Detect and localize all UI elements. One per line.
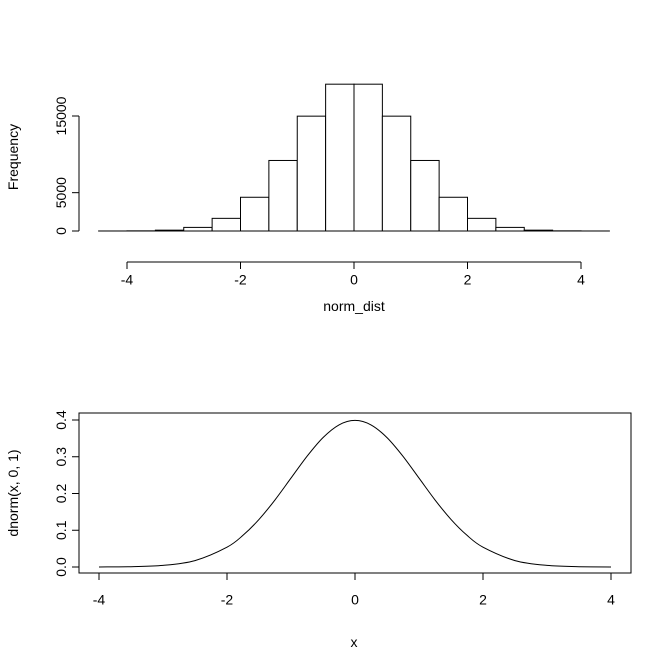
density-y-axis-label: dnorm(x, 0, 1) [5, 449, 21, 536]
histogram-x-tick-label: -2 [234, 271, 247, 287]
density-x-ticks: -4 -2 0 2 4 [93, 573, 615, 607]
histogram-bar [268, 159, 298, 232]
histogram-bar [495, 226, 525, 232]
histogram-bar [325, 83, 355, 232]
density-plot-box [78, 412, 632, 574]
histogram-x-tick-label: -4 [121, 271, 134, 287]
histogram-bar [353, 83, 383, 232]
histogram-bar [211, 217, 241, 232]
density-x-tick-label: 4 [607, 591, 615, 607]
density-panel: -4 -2 0 2 4 0.0 0.1 0.2 0.3 0.4 x dnorm(x, 0, 1) [5, 410, 632, 650]
histogram-bar [523, 229, 554, 232]
density-x-tick-label: -4 [93, 591, 106, 607]
histogram-y-tick-label: 5000 [53, 177, 69, 208]
density-x-tick-label: 2 [479, 591, 487, 607]
density-x-axis-label: x [351, 634, 358, 650]
density-series-line [98, 419, 612, 568]
histogram-bar [183, 226, 213, 232]
density-y-tick-label: 0.1 [53, 520, 69, 540]
histogram-bar [410, 159, 440, 232]
histogram-x-axis-label: norm_dist [323, 298, 385, 314]
histogram-bar [438, 196, 468, 232]
histogram-bar [240, 196, 270, 232]
histogram-y-tick-label: 15000 [53, 96, 69, 135]
histogram-panel: -4 -2 0 2 4 0 5000 15000 norm_dist Frequency [5, 83, 610, 314]
density-y-tick-label: 0.2 [53, 484, 69, 504]
histogram-x-tick-label: 0 [350, 271, 358, 287]
density-x-tick-label: -2 [221, 591, 234, 607]
histogram-y-ticks: 0 5000 15000 [53, 96, 79, 235]
density-y-tick-label: 0.0 [53, 557, 69, 577]
density-y-tick-label: 0.3 [53, 447, 69, 467]
histogram-bar [467, 217, 497, 232]
histogram-x-tick-label: 2 [464, 271, 472, 287]
histogram-bars [98, 83, 610, 232]
histogram-x-ticks: -4 -2 0 2 4 [121, 262, 585, 287]
histogram-bar [381, 115, 412, 232]
histogram-bar [154, 229, 185, 232]
density-x-tick-label: 0 [351, 591, 359, 607]
density-y-ticks: 0.0 0.1 0.2 0.3 0.4 [53, 410, 79, 577]
density-y-tick-label: 0.4 [53, 410, 69, 430]
histogram-x-tick-label: 4 [577, 271, 585, 287]
histogram-y-tick-label: 0 [53, 227, 69, 235]
histogram-bar [296, 115, 327, 232]
histogram-y-axis-label: Frequency [5, 124, 21, 190]
